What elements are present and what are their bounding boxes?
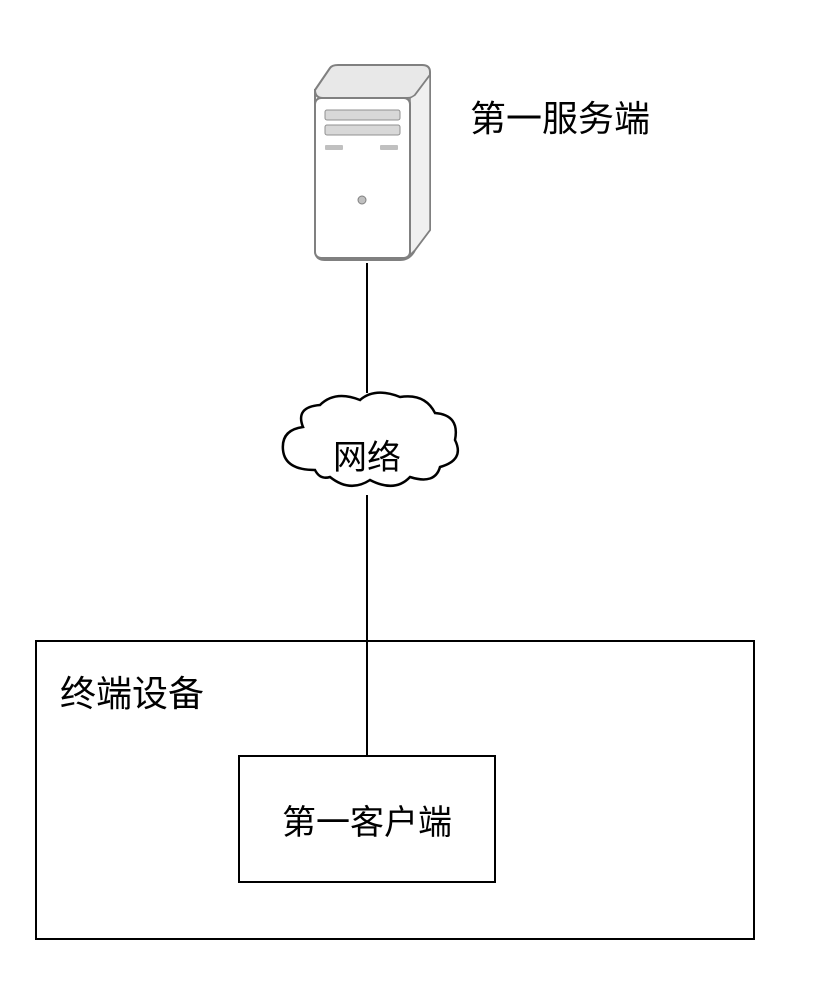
network-diagram: 第一服务端 网络 终端设备 第一客户端: [0, 0, 837, 1000]
server-icon: [300, 50, 435, 270]
network-label: 网络: [333, 430, 401, 479]
terminal-device-label: 终端设备: [60, 665, 204, 717]
client-label: 第一客户端: [282, 795, 452, 844]
connector-server-network: [366, 263, 368, 393]
client-box: 第一客户端: [238, 755, 496, 883]
server-label: 第一服务端: [470, 90, 650, 142]
